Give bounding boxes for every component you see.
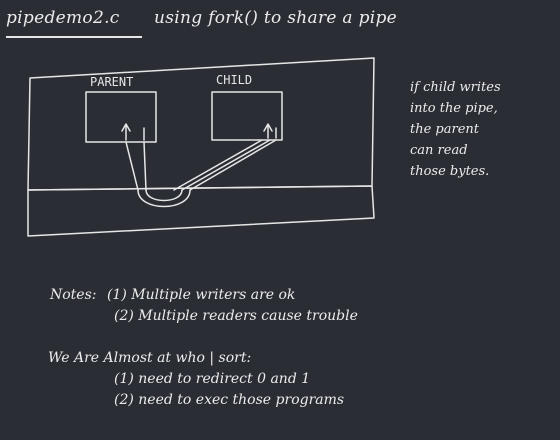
user-space-box [27,57,375,191]
child-pipe-outer [181,139,271,191]
child-box [211,91,283,141]
parent-pipe-left [125,141,139,191]
notes-section: Notes: (1) Multiple writers are ok (2) M… [50,285,358,327]
todo-item: (1) need to redirect 0 and 1 [114,371,311,387]
notes-item: (1) Multiple writers are ok [106,287,296,303]
todo-section: We Are Almost at who | sort: (1) need to… [48,348,344,411]
notes-heading: Notes: [50,287,97,303]
todo-item: (2) need to exec those programs [114,392,345,408]
side-note-line: if child writes [410,80,501,95]
title-underline [6,36,142,38]
title-filename: pipedemo2.c [6,8,120,28]
parent-arrow [121,123,131,141]
notes-item: (2) Multiple readers cause trouble [114,308,358,324]
kernel-box [27,185,375,237]
parent-box [85,91,157,143]
title-description: using fork() to share a pipe [154,8,398,28]
todo-heading: We Are Almost at who | sort: [48,350,252,366]
side-note-line: the parent [410,122,479,137]
side-note-line: can read [410,143,468,158]
side-note-line: those bytes. [410,164,490,179]
side-note: if child writes into the pipe, the paren… [410,77,501,182]
child-arrow [263,123,273,139]
parent-pipe-right [143,141,147,191]
child-pipe-inner [173,139,263,191]
side-note-line: into the pipe, [410,101,498,116]
pipe-loop [137,189,191,208]
child-pipe-outer2 [189,139,277,191]
pipe-loop-inner [145,189,183,202]
parent-label: PARENT [90,75,133,89]
child-label: CHILD [216,73,252,87]
